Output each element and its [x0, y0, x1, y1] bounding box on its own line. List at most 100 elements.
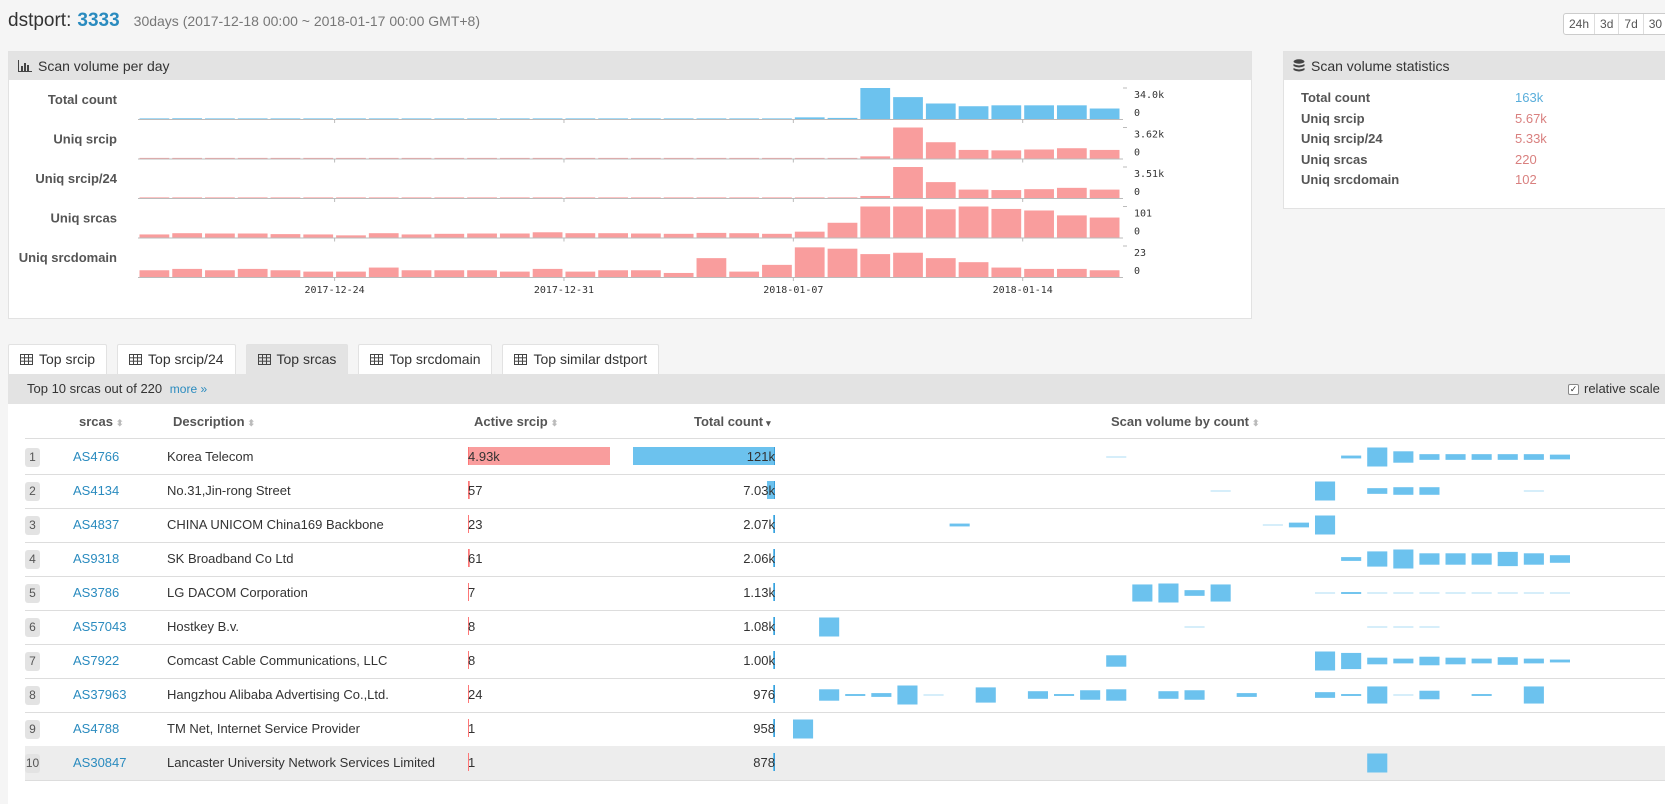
- daily-bar[interactable]: [270, 270, 301, 277]
- daily-bar[interactable]: [565, 157, 596, 159]
- daily-bar[interactable]: [499, 233, 530, 238]
- srcas-link[interactable]: AS7922: [73, 653, 120, 668]
- daily-bar[interactable]: [860, 195, 891, 198]
- tab-top-srcas[interactable]: Top srcas: [245, 344, 349, 374]
- daily-bar[interactable]: [401, 234, 432, 238]
- daily-bar[interactable]: [598, 197, 628, 198]
- daily-bar[interactable]: [925, 258, 956, 277]
- daily-bar[interactable]: [663, 233, 694, 238]
- daily-bar[interactable]: [925, 182, 956, 198]
- daily-bar[interactable]: [499, 157, 530, 159]
- daily-bar[interactable]: [729, 197, 760, 198]
- daily-bar[interactable]: [762, 233, 792, 238]
- daily-bar[interactable]: [794, 157, 825, 159]
- daily-bar[interactable]: [205, 197, 235, 198]
- daily-bar[interactable]: [1089, 217, 1120, 238]
- range-7d-button[interactable]: 7d: [1618, 14, 1642, 34]
- daily-bar[interactable]: [598, 270, 628, 277]
- daily-bar[interactable]: [139, 157, 170, 159]
- daily-bar[interactable]: [598, 157, 628, 159]
- table-row[interactable]: 1 AS4766 Korea Telecom 4.93k 121k: [25, 440, 1665, 475]
- daily-bar[interactable]: [925, 142, 956, 159]
- daily-bar[interactable]: [368, 157, 399, 159]
- daily-bar[interactable]: [598, 233, 628, 238]
- daily-bar[interactable]: [696, 157, 727, 159]
- daily-bar[interactable]: [958, 149, 989, 159]
- daily-bar[interactable]: [205, 118, 235, 119]
- daily-bar[interactable]: [401, 270, 432, 277]
- daily-bar[interactable]: [663, 118, 694, 119]
- daily-bar[interactable]: [172, 233, 203, 238]
- daily-bar[interactable]: [172, 118, 203, 119]
- daily-bar[interactable]: [565, 271, 596, 277]
- table-row[interactable]: 8 AS37963 Hangzhou Alibaba Advertising Co.…: [25, 678, 1665, 713]
- tab-top-srcip-24[interactable]: Top srcip/24: [117, 344, 236, 374]
- table-row[interactable]: 4 AS9318 SK Broadband Co Ltd 61 2.06k: [25, 542, 1665, 577]
- daily-bar[interactable]: [696, 232, 727, 238]
- daily-bar[interactable]: [1056, 105, 1087, 119]
- daily-bar[interactable]: [172, 157, 203, 159]
- daily-bar[interactable]: [237, 268, 268, 277]
- daily-bar[interactable]: [303, 118, 334, 119]
- daily-bar[interactable]: [434, 233, 465, 238]
- table-row[interactable]: 7 AS7922 Comcast Cable Communications, LLC…: [25, 644, 1665, 679]
- daily-bar[interactable]: [237, 233, 268, 238]
- daily-bar[interactable]: [368, 233, 399, 238]
- daily-bar[interactable]: [532, 118, 563, 119]
- daily-bar[interactable]: [794, 197, 825, 198]
- daily-bar[interactable]: [991, 190, 1022, 198]
- srcas-link[interactable]: AS4788: [73, 721, 120, 736]
- srcas-link[interactable]: AS4766: [73, 449, 120, 464]
- daily-bar[interactable]: [336, 157, 366, 159]
- daily-bar[interactable]: [696, 118, 727, 119]
- daily-bar[interactable]: [499, 197, 530, 198]
- daily-bar[interactable]: [827, 248, 858, 277]
- daily-bar[interactable]: [401, 157, 432, 159]
- daily-bar[interactable]: [1024, 268, 1054, 277]
- daily-bar[interactable]: [205, 157, 235, 159]
- srcas-link[interactable]: AS4837: [73, 517, 120, 532]
- srcas-link[interactable]: AS3786: [73, 585, 120, 600]
- daily-bar[interactable]: [893, 167, 923, 198]
- daily-bar[interactable]: [499, 271, 530, 277]
- daily-bar[interactable]: [696, 258, 727, 277]
- daily-bar[interactable]: [991, 150, 1022, 159]
- daily-bar[interactable]: [336, 271, 366, 277]
- daily-bar[interactable]: [762, 118, 792, 119]
- daily-bar[interactable]: [958, 106, 989, 119]
- daily-bar[interactable]: [663, 197, 694, 198]
- daily-bar[interactable]: [598, 118, 628, 119]
- tab-top-srcdomain[interactable]: Top srcdomain: [358, 344, 493, 374]
- daily-bar[interactable]: [696, 197, 727, 198]
- daily-bar[interactable]: [663, 272, 694, 277]
- daily-bar[interactable]: [139, 234, 170, 238]
- daily-bar[interactable]: [172, 268, 203, 277]
- relative-scale-toggle[interactable]: ✓ relative scale: [1568, 374, 1660, 404]
- daily-bar[interactable]: [270, 157, 301, 159]
- daily-bar[interactable]: [827, 157, 858, 159]
- daily-bar[interactable]: [532, 268, 563, 277]
- col-active-srcip[interactable]: Active srcip ⬍: [474, 414, 559, 429]
- daily-bar[interactable]: [827, 117, 858, 119]
- daily-bar[interactable]: [303, 197, 334, 198]
- daily-bar[interactable]: [1089, 189, 1120, 198]
- daily-bar[interactable]: [729, 271, 760, 277]
- daily-bar[interactable]: [1056, 187, 1087, 198]
- daily-bar[interactable]: [958, 206, 989, 238]
- daily-bar[interactable]: [139, 118, 170, 119]
- daily-bar[interactable]: [860, 206, 891, 238]
- daily-bar[interactable]: [368, 118, 399, 119]
- daily-bar[interactable]: [1024, 149, 1054, 159]
- daily-bar[interactable]: [762, 157, 792, 159]
- daily-bar[interactable]: [893, 206, 923, 238]
- daily-bar[interactable]: [434, 118, 465, 119]
- table-row[interactable]: 6 AS57043 Hostkey B.v. 8 1.08k: [25, 610, 1665, 645]
- daily-bar[interactable]: [991, 105, 1022, 119]
- srcas-link[interactable]: AS37963: [73, 687, 127, 702]
- range-3d-button[interactable]: 3d: [1594, 14, 1618, 34]
- daily-bar[interactable]: [1024, 189, 1054, 198]
- daily-bar[interactable]: [991, 208, 1022, 238]
- daily-bar[interactable]: [467, 197, 497, 198]
- daily-bar[interactable]: [270, 197, 301, 198]
- daily-bar[interactable]: [925, 103, 956, 120]
